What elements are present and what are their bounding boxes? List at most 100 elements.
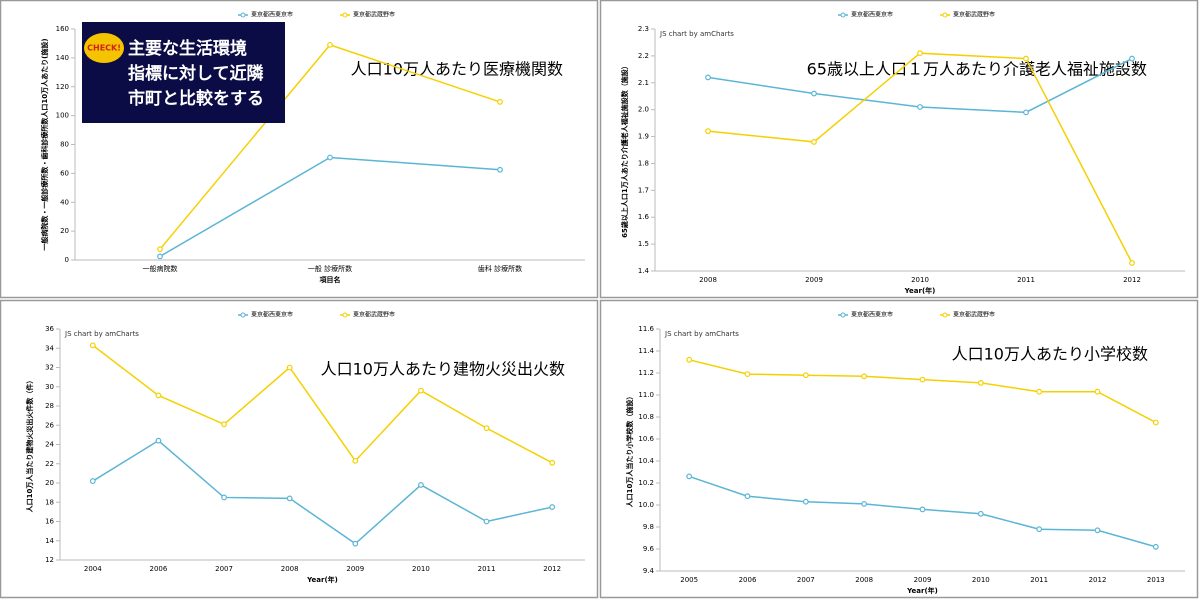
data-point <box>1023 55 1029 62</box>
legend-label: 東京都西東京市 <box>851 311 893 319</box>
y-tick-label: 160 <box>56 25 69 33</box>
data-point <box>89 342 96 349</box>
data-point <box>811 90 817 97</box>
x-tick-label: 2011 <box>1030 576 1048 584</box>
x-tick-label: 2005 <box>680 576 698 584</box>
y-tick-label: 32 <box>45 364 54 372</box>
y-tick-label: 80 <box>60 141 69 149</box>
x-tick-label: 2010 <box>911 276 929 284</box>
y-tick-label: 2.0 <box>638 106 649 114</box>
x-tick-label: 一般 診療所数 <box>308 264 352 273</box>
panel-border <box>0 299 599 599</box>
data-point <box>919 376 926 383</box>
y-tick-label: 10.0 <box>638 501 654 509</box>
data-point <box>977 379 984 386</box>
data-point <box>1152 543 1159 550</box>
x-tick-label: 2006 <box>739 576 757 584</box>
credit: JS chart by amCharts <box>664 330 739 338</box>
data-point <box>157 246 163 253</box>
x-tick-label: 2013 <box>1147 576 1165 584</box>
data-point <box>705 128 711 135</box>
y-tick-label: 1.8 <box>638 159 649 167</box>
y-tick-label: 9.4 <box>643 567 655 575</box>
legend-label: 東京都西東京市 <box>251 311 293 319</box>
x-tick-label: 2010 <box>412 565 430 573</box>
x-tick-label: 一般病院数 <box>143 264 178 273</box>
legend-marker <box>840 312 846 318</box>
annotation: 人口10万人あたり小学校数 <box>952 345 1148 364</box>
y-tick-label: 12 <box>45 556 54 564</box>
data-point <box>155 392 162 399</box>
y-axis-title: 65歳以上人口1万人あたり介護老人福祉施設数（施設） <box>620 62 629 238</box>
legend-label: 東京都武蔵野市 <box>353 11 395 19</box>
y-tick-label: 40 <box>60 198 69 206</box>
data-point <box>811 139 817 145</box>
y-tick-label: 9.6 <box>643 545 655 553</box>
chart-panel: 1.4 1.5 1.6 1.7 1.8 1.9 2.0 2.1 2.2 2.3 2008 2009 20… <box>599 0 1199 299</box>
x-tick-label: 2011 <box>1017 276 1035 284</box>
x-tick-label: 2012 <box>543 565 561 573</box>
panel-border <box>0 0 599 299</box>
x-tick-label: 2008 <box>699 276 717 284</box>
y-tick-label: 9.8 <box>643 523 654 531</box>
badge-text: CHECK! <box>87 44 121 53</box>
data-point <box>483 425 490 432</box>
x-tick-label: 2010 <box>972 576 990 584</box>
y-tick-label: 1.5 <box>638 240 649 248</box>
y-tick-label: 60 <box>60 169 69 177</box>
x-tick-label: 2012 <box>1089 576 1107 584</box>
data-point <box>1036 388 1043 395</box>
y-tick-label: 10.2 <box>638 479 654 487</box>
y-tick-label: 20 <box>45 479 54 487</box>
data-point <box>1152 419 1159 426</box>
data-point <box>418 482 424 488</box>
x-tick-label: 2007 <box>797 576 815 584</box>
legend-marker <box>342 12 348 18</box>
y-tick-label: 1.9 <box>638 133 649 141</box>
y-tick-label: 24 <box>45 441 54 449</box>
legend-marker <box>942 12 948 18</box>
data-point <box>221 494 227 501</box>
series-line <box>92 344 553 464</box>
y-tick-label: 100 <box>56 112 69 120</box>
y-tick-label: 1.6 <box>638 213 650 221</box>
data-point <box>1023 109 1029 116</box>
data-point <box>497 166 503 173</box>
data-point <box>1094 527 1101 534</box>
data-point <box>705 74 711 81</box>
y-tick-label: 120 <box>56 83 69 91</box>
y-tick-label: 10.4 <box>638 457 654 465</box>
x-tick-label: 2006 <box>150 565 168 573</box>
x-tick-label: 2004 <box>84 565 102 573</box>
data-point <box>549 459 556 466</box>
chart-panel: 12 14 16 18 20 22 24 26 28 30 32 34 36 2004 2006 2007 20… <box>0 299 599 599</box>
credit: JS chart by amCharts <box>659 30 734 38</box>
chart-panel: 0 20 40 60 80 100 120 140 160 一般病院数 一般 診療所数 歯科 診療所数… <box>0 0 599 299</box>
chart-panel: 9.4 9.6 9.8 10.0 10.2 10.4 10.6 10.8 11.0 11.2 11.… <box>599 299 1199 599</box>
y-tick-label: 14 <box>45 537 54 545</box>
x-tick-label: 歯科 診療所数 <box>478 264 522 273</box>
y-axis-title: 一般病院数・一般診療所数・歯科診療所数人口10万人あたり(施設) <box>40 38 49 250</box>
data-point <box>549 504 556 510</box>
data-point <box>1129 260 1135 266</box>
x-axis-title: 項目名 <box>320 275 341 284</box>
data-point <box>977 510 984 517</box>
x-tick-label: 2009 <box>914 576 932 584</box>
y-tick-label: 22 <box>45 460 54 468</box>
data-point <box>286 495 293 502</box>
series-line <box>92 439 553 545</box>
data-point <box>286 364 293 371</box>
x-tick-label: 2009 <box>346 565 364 573</box>
y-tick-label: 16 <box>45 518 54 526</box>
x-axis-title: Year(年) <box>904 286 936 295</box>
y-tick-label: 0 <box>65 256 69 264</box>
annotation: 65歳以上人口１万人あたり介護老人福祉施設数 <box>807 60 1147 79</box>
banner-line: 指標に対して近隣 <box>128 63 264 84</box>
y-axis-title: 人口10万人当たり小学校数（施設） <box>625 393 634 508</box>
x-axis-title: Year(年) <box>906 586 938 595</box>
y-tick-label: 2.3 <box>638 25 649 33</box>
legend-marker <box>342 312 348 318</box>
panel-border <box>599 299 1199 599</box>
banner-line: 市町と比較をする <box>128 88 264 109</box>
